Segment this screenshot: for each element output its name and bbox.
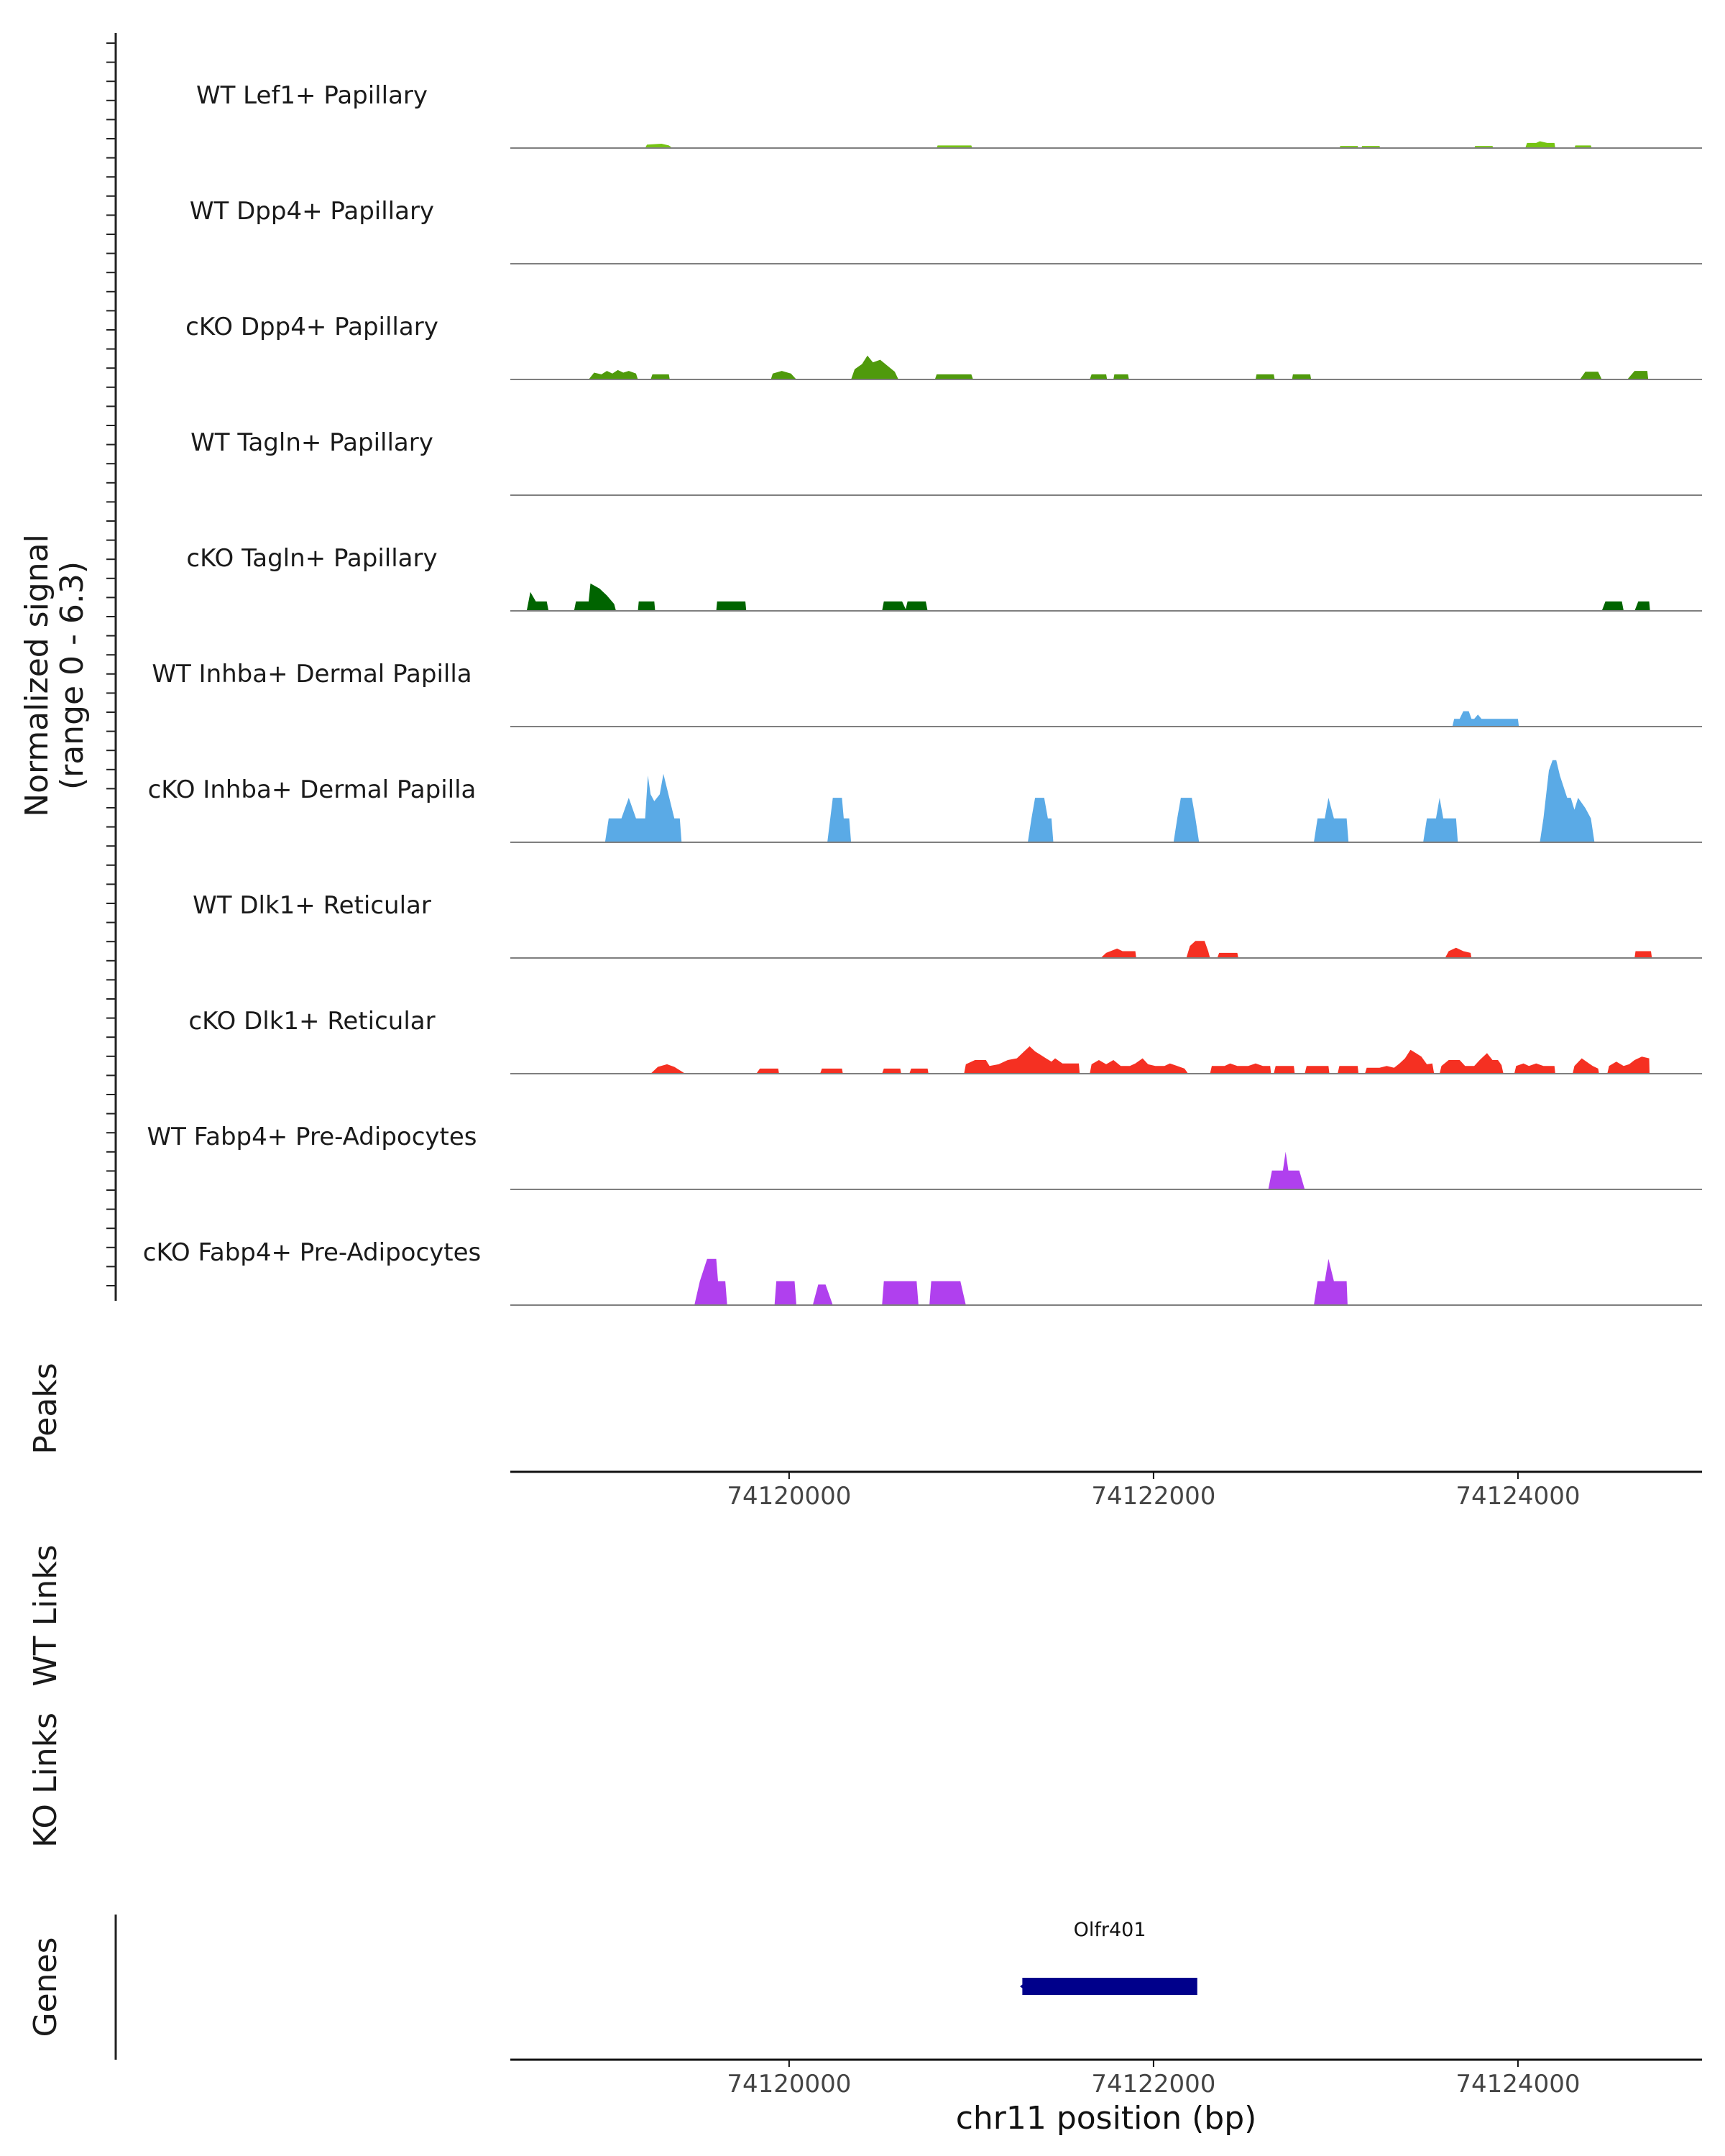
wt-links-panel-label: WT Links bbox=[27, 1544, 64, 1686]
x-tick-label: 74124000 bbox=[1455, 2070, 1580, 2099]
peaks-panel-label: Peaks bbox=[27, 1363, 64, 1454]
track-7: cKO Inhba+ Dermal Papilla bbox=[148, 760, 1702, 843]
track-label: WT Inhba+ Dermal Papilla bbox=[152, 660, 472, 688]
track-label: WT Lef1+ Papillary bbox=[196, 81, 428, 110]
track-8: WT Dlk1+ Reticular bbox=[193, 891, 1702, 959]
track-9: cKO Dlk1+ Reticular bbox=[188, 1007, 1702, 1074]
track-label: WT Tagln+ Papillary bbox=[190, 428, 433, 457]
track-label: cKO Fabp4+ Pre-Adipocytes bbox=[143, 1238, 482, 1267]
track-10: WT Fabp4+ Pre-Adipocytes bbox=[147, 1123, 1702, 1190]
track-signal-area bbox=[694, 1258, 1348, 1305]
peaks-x-ticks: 74120000 74122000 74124000 bbox=[727, 1472, 1580, 1511]
x-tick-label: 74124000 bbox=[1455, 1482, 1580, 1511]
x-axis-title: chr11 position (bp) bbox=[956, 2100, 1257, 2137]
track-signal-area bbox=[526, 583, 1650, 611]
x-tick-label: 74122000 bbox=[1091, 1482, 1215, 1511]
track-4: WT Tagln+ Papillary bbox=[190, 428, 1702, 496]
track-11: cKO Fabp4+ Pre-Adipocytes bbox=[143, 1238, 1702, 1306]
gene-body bbox=[1022, 1978, 1197, 1995]
signal-y-ticks bbox=[106, 42, 116, 1286]
gene-track: Olfr401 bbox=[1019, 1919, 1197, 1995]
track-2: WT Dpp4+ Papillary bbox=[190, 197, 1702, 264]
ko-links-panel-label: KO Links bbox=[27, 1713, 64, 1848]
track-label: cKO Dlk1+ Reticular bbox=[188, 1007, 435, 1036]
track-label: cKO Dpp4+ Papillary bbox=[185, 313, 438, 341]
track-signal-area bbox=[1268, 1151, 1305, 1189]
track-label: cKO Tagln+ Papillary bbox=[186, 544, 437, 573]
signal-y-axis-range: (range 0 - 6.3) bbox=[54, 561, 91, 790]
track-1: WT Lef1+ Papillary bbox=[196, 81, 1702, 149]
gene-label: Olfr401 bbox=[1074, 1919, 1146, 1941]
genome-x-ticks: 74120000 74122000 74124000 bbox=[727, 2060, 1580, 2099]
track-label: WT Dpp4+ Papillary bbox=[190, 197, 434, 226]
track-label: WT Dlk1+ Reticular bbox=[193, 891, 431, 920]
track-label: WT Fabp4+ Pre-Adipocytes bbox=[147, 1123, 477, 1151]
track-signal-area bbox=[1100, 941, 1652, 958]
track-signal-area bbox=[650, 1046, 1650, 1074]
track-signal-area bbox=[604, 760, 1595, 842]
x-tick-label: 74120000 bbox=[727, 2070, 851, 2099]
track-6: WT Inhba+ Dermal Papilla bbox=[152, 660, 1702, 727]
track-signal-area bbox=[1452, 711, 1519, 727]
genes-panel-label: Genes bbox=[27, 1937, 64, 2037]
track-5: cKO Tagln+ Papillary bbox=[186, 544, 1702, 612]
track-signal-area bbox=[645, 141, 1592, 148]
track-label: cKO Inhba+ Dermal Papilla bbox=[148, 775, 477, 804]
track-signal-area bbox=[589, 355, 1649, 379]
gene-strand-arrow bbox=[1019, 1978, 1034, 1995]
x-tick-label: 74120000 bbox=[727, 1482, 851, 1511]
track-3: cKO Dpp4+ Papillary bbox=[185, 313, 1702, 380]
x-tick-label: 74122000 bbox=[1091, 2070, 1215, 2099]
coverage-tracks: WT Lef1+ Papillary WT Dpp4+ Papillary cKO … bbox=[143, 81, 1702, 1306]
signal-y-axis-title: Normalized signal bbox=[19, 534, 55, 817]
